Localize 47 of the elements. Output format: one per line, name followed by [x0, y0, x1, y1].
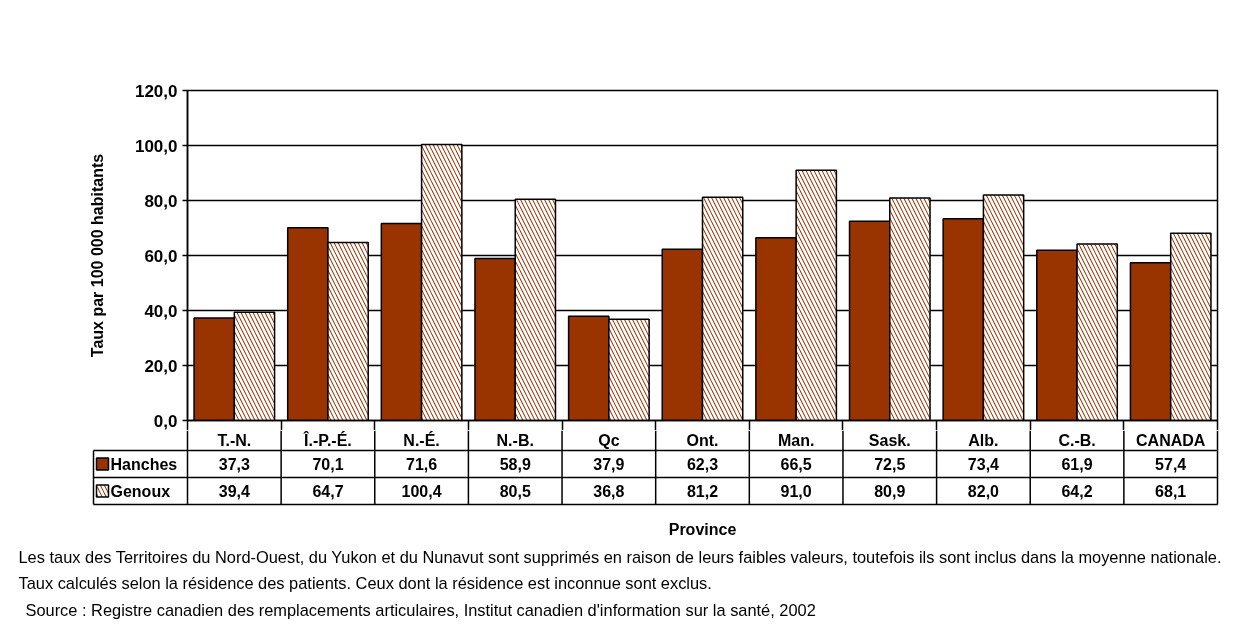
data-label: 37,3	[218, 456, 250, 473]
x-tick-label: Î.-P.-É.	[303, 431, 352, 449]
y-tick-label: 20,0	[144, 356, 178, 376]
data-label: 82,0	[967, 483, 1000, 500]
data-label: 80,9	[874, 483, 906, 500]
data-label: 72,5	[874, 456, 906, 473]
x-tick-label: C.-B.	[1058, 432, 1096, 449]
x-axis-title: Province	[668, 521, 737, 538]
text: Les taux des Territoires du Nord-Ouest, du Yukon et du Nunavut sont supprimés en raison de leurs faibles valeurs, toutefois ils sont inclus dans la moyenne nationale.	[18, 547, 1222, 566]
x-tick-label: Sask.	[868, 432, 911, 449]
data-label: 61,9	[1061, 456, 1093, 473]
text: Taux calculés selon la résidence des patients. Ceux dont la résidence est inconnue sont exclus.	[18, 574, 712, 592]
data-label: 62,3	[686, 456, 719, 473]
data-label: 58,9	[499, 456, 531, 473]
data-label: 64,2	[1061, 483, 1093, 500]
legend-label: Genoux	[110, 482, 171, 500]
data-label: 81,2	[686, 483, 719, 500]
data-label: 36,8	[593, 483, 625, 500]
data-label: 37,9	[593, 456, 625, 473]
data-label: 66,5	[780, 456, 812, 473]
x-tick-label: N.-B.	[496, 432, 534, 449]
data-label: 73,4	[967, 456, 1000, 473]
y-tick-label: 120,0	[134, 81, 178, 101]
y-tick-label: 60,0	[144, 246, 178, 266]
data-label: 64,7	[312, 483, 344, 500]
y-axis-title: Taux par 100 000 habitants	[88, 153, 106, 358]
y-tick-label: 40,0	[144, 301, 178, 321]
x-tick-label: Ont.	[686, 432, 719, 449]
x-tick-label: Man.	[777, 432, 815, 449]
data-label: 80,5	[499, 483, 531, 500]
x-tick-label: N.-É.	[403, 431, 440, 449]
data-label: 68,1	[1155, 483, 1187, 500]
data-label: 71,6	[406, 456, 438, 473]
y-tick-label: 0,0	[153, 411, 178, 431]
x-tick-label: T.-N.	[217, 432, 252, 449]
x-tick-label: CANADA	[1136, 432, 1206, 449]
x-tick-label: Qc	[598, 432, 620, 449]
y-tick-label: 100,0	[134, 136, 178, 156]
x-tick-label: Alb.	[968, 432, 999, 449]
data-label: 39,4	[218, 483, 250, 500]
y-tick-label: 80,0	[144, 191, 178, 211]
data-label: 70,1	[312, 456, 344, 473]
data-label: 57,4	[1155, 456, 1187, 473]
data-label: 91,0	[780, 483, 812, 500]
source-note: Source : Registre canadien des remplacements articulaires, Institut canadien d'information sur la santé, 2002	[25, 600, 816, 619]
data-label: 100,4	[401, 483, 442, 500]
legend-label: Hanches	[110, 455, 178, 473]
